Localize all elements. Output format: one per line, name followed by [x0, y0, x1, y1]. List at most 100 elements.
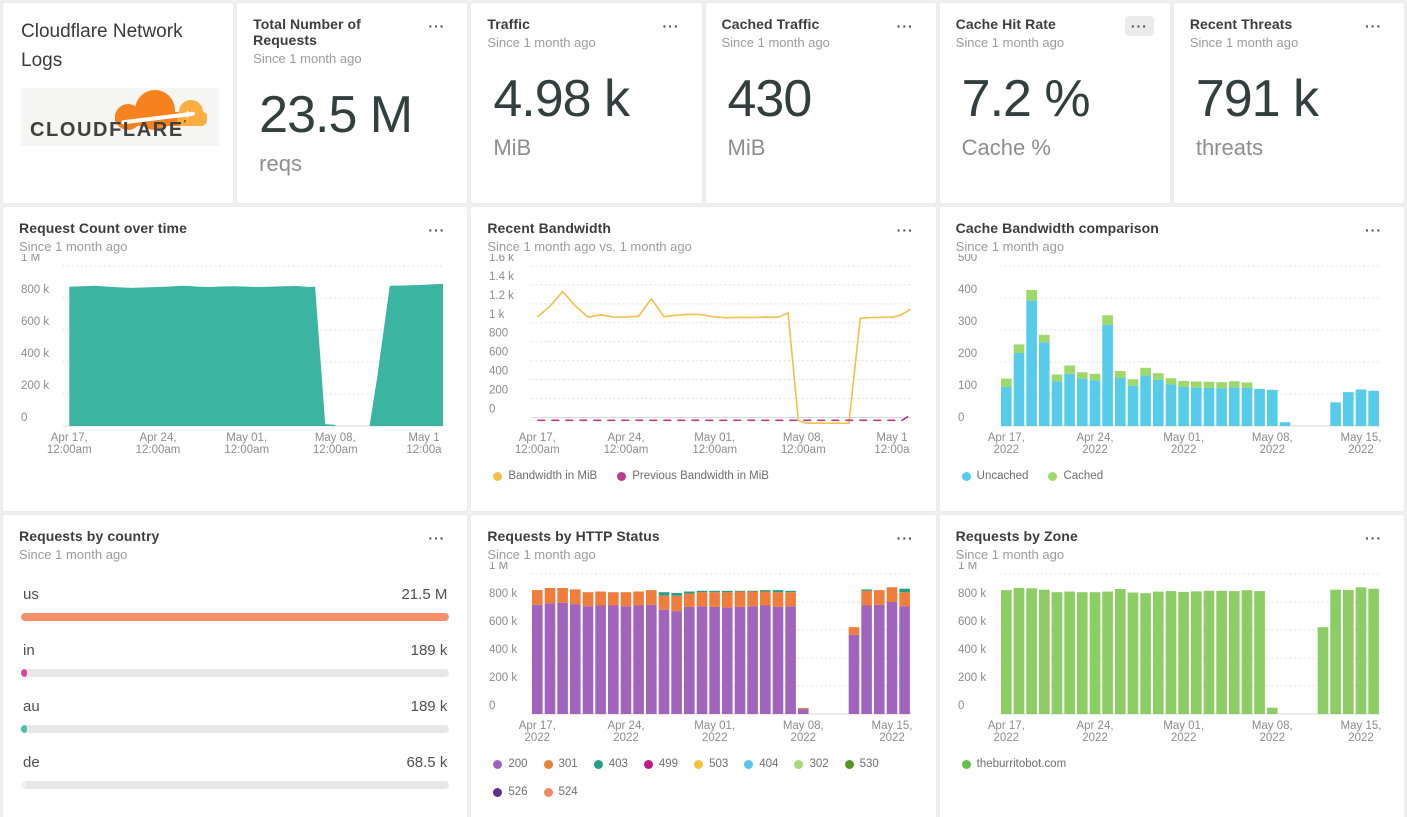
- legend-dot-icon: [543, 759, 553, 769]
- legend-label: 526: [508, 786, 528, 798]
- panel-menu-icon[interactable]: ···: [422, 16, 451, 36]
- legend-label: 503: [709, 758, 729, 770]
- svg-text:2022: 2022: [525, 732, 551, 744]
- country-row: us 21.5 M: [21, 586, 450, 621]
- svg-text:May 01,: May 01,: [695, 720, 736, 732]
- svg-text:1.6 k: 1.6 k: [489, 254, 514, 264]
- panel-menu-icon[interactable]: ···: [1359, 528, 1388, 548]
- svg-text:400 k: 400 k: [489, 644, 517, 656]
- legend-item[interactable]: 524: [543, 786, 578, 798]
- legend-item[interactable]: 302: [794, 758, 829, 770]
- legend-item[interactable]: 526: [493, 786, 528, 798]
- country-bar-track: [21, 781, 450, 789]
- panel-menu-icon[interactable]: ···: [422, 220, 451, 240]
- svg-text:Apr 24,: Apr 24,: [1076, 720, 1113, 732]
- legend-label: 524: [558, 786, 578, 798]
- cloudflare-cloud-icon: ✦: [113, 90, 209, 130]
- legend-item[interactable]: 403: [593, 758, 628, 770]
- legend-dot-icon: [617, 471, 627, 481]
- http-status-bar-chart: 1 M 800 k 600 k 400 k 200 k 0 Apr 17, 2022 Apr 2…: [487, 560, 919, 754]
- legend-item[interactable]: Previous Bandwidth in MiB: [617, 470, 769, 482]
- svg-text:200 k: 200 k: [489, 672, 517, 684]
- panel-title: Cache Hit Rate: [955, 16, 1056, 32]
- stat-value: 430: [727, 70, 813, 128]
- legend-item[interactable]: 530: [844, 758, 879, 770]
- legend-dot-icon: [593, 759, 603, 769]
- svg-text:May 08,: May 08,: [783, 720, 824, 732]
- country-label: in: [23, 642, 35, 659]
- legend-item[interactable]: Bandwidth in MiB: [493, 470, 597, 482]
- panel-requests-by-country: Requests by country Since 1 month ago ··…: [3, 515, 468, 817]
- panel-title: Requests by country: [19, 528, 160, 544]
- legend-item[interactable]: 503: [694, 758, 728, 770]
- panel-subtitle: Since 1 month ago: [721, 35, 830, 50]
- svg-text:2022: 2022: [1348, 444, 1374, 456]
- legend-item[interactable]: theburritobot.com: [961, 758, 1067, 770]
- svg-text:May 15,: May 15,: [1340, 720, 1381, 732]
- legend-item[interactable]: 301: [543, 758, 578, 770]
- legend-item[interactable]: 499: [643, 758, 678, 770]
- country-row: au 189 k: [21, 698, 450, 733]
- panel-title: Traffic: [487, 16, 531, 32]
- legend-label: 404: [759, 758, 779, 770]
- panel-subtitle: Since 1 month ago: [955, 35, 1065, 50]
- panel-title: Recent Bandwidth: [487, 220, 612, 236]
- svg-text:12:00am: 12:00am: [47, 444, 92, 456]
- panel-menu-icon[interactable]: ···: [1359, 220, 1388, 240]
- panel-subtitle: Since 1 month ago: [19, 547, 128, 562]
- legend-label: 403: [608, 758, 628, 770]
- country-bar-track: [21, 725, 450, 733]
- panel-subtitle: Since 1 month ago: [487, 35, 596, 50]
- panel-recent-bandwidth: Recent Bandwidth Since 1 month ago vs. 1…: [471, 207, 936, 511]
- svg-text:Apr 17,: Apr 17,: [519, 720, 556, 732]
- legend-label: theburritobot.com: [976, 758, 1067, 770]
- svg-text:800: 800: [489, 328, 508, 340]
- panel-menu-icon[interactable]: ···: [891, 16, 920, 36]
- panel-subtitle: Since 1 month ago: [253, 51, 362, 66]
- cloudflare-wordmark: CLOUDFLARE': [30, 119, 188, 141]
- svg-text:400 k: 400 k: [958, 644, 986, 656]
- country-row: de 68.5 k: [21, 754, 450, 789]
- panel-cache-bandwidth: Cache Bandwidth comparison Since 1 month…: [939, 207, 1404, 511]
- legend-label: Bandwidth in MiB: [508, 470, 598, 482]
- svg-text:0: 0: [958, 700, 964, 712]
- svg-text:May 15,: May 15,: [1340, 432, 1381, 444]
- panel-menu-icon[interactable]: ···: [891, 528, 920, 548]
- panel-menu-icon[interactable]: ···: [422, 528, 451, 548]
- dashboard-title: Cloudflare Network Logs: [21, 21, 183, 71]
- legend-label: Previous Bandwidth in MiB: [632, 470, 769, 482]
- legend-dot-icon: [493, 471, 503, 481]
- legend-label: 200: [508, 758, 528, 770]
- panel-title: Recent Threats: [1189, 16, 1293, 32]
- svg-text:0: 0: [21, 412, 27, 424]
- svg-text:0: 0: [489, 404, 495, 416]
- svg-text:Apr 24,: Apr 24,: [608, 720, 645, 732]
- legend-item[interactable]: 200: [493, 758, 528, 770]
- panel-menu-icon[interactable]: ···: [1124, 16, 1154, 36]
- svg-text:600 k: 600 k: [958, 616, 986, 628]
- legend-dot-icon: [844, 759, 854, 769]
- dashboard-header-panel: Cloudflare Network Logs ✦ CLOUDFLARE': [3, 3, 234, 203]
- zone-bar-chart: 1 M 800 k 600 k 400 k 200 k 0 Apr 17, 2022 Apr 2…: [956, 560, 1388, 754]
- svg-text:0: 0: [958, 412, 964, 424]
- panel-menu-icon[interactable]: ···: [891, 220, 920, 240]
- svg-text:May 01,: May 01,: [1163, 720, 1204, 732]
- svg-text:May 08,: May 08,: [783, 432, 824, 444]
- panel-subtitle: Since 1 month ago: [19, 239, 128, 254]
- country-label: au: [23, 698, 40, 715]
- legend-item[interactable]: 404: [744, 758, 778, 770]
- legend-item[interactable]: Cached: [1048, 470, 1103, 482]
- svg-text:2022: 2022: [1171, 444, 1197, 456]
- legend-dot-icon: [493, 759, 503, 769]
- chart-legend: Bandwidth in MiB Previous Bandwidth in Mi…: [487, 470, 919, 482]
- legend-item[interactable]: Uncached: [961, 470, 1028, 482]
- country-bar: [21, 781, 26, 789]
- svg-text:May 01,: May 01,: [226, 432, 267, 444]
- panel-menu-icon[interactable]: ···: [657, 16, 686, 36]
- chart-legend: 200 301 403 499 503 404 302 530 526 524: [487, 758, 919, 798]
- svg-text:2022: 2022: [791, 732, 817, 744]
- svg-text:May 1: May 1: [408, 432, 439, 444]
- svg-text:Apr 24,: Apr 24,: [1076, 432, 1113, 444]
- panel-menu-icon[interactable]: ···: [1359, 16, 1388, 36]
- svg-text:May 1: May 1: [877, 432, 908, 444]
